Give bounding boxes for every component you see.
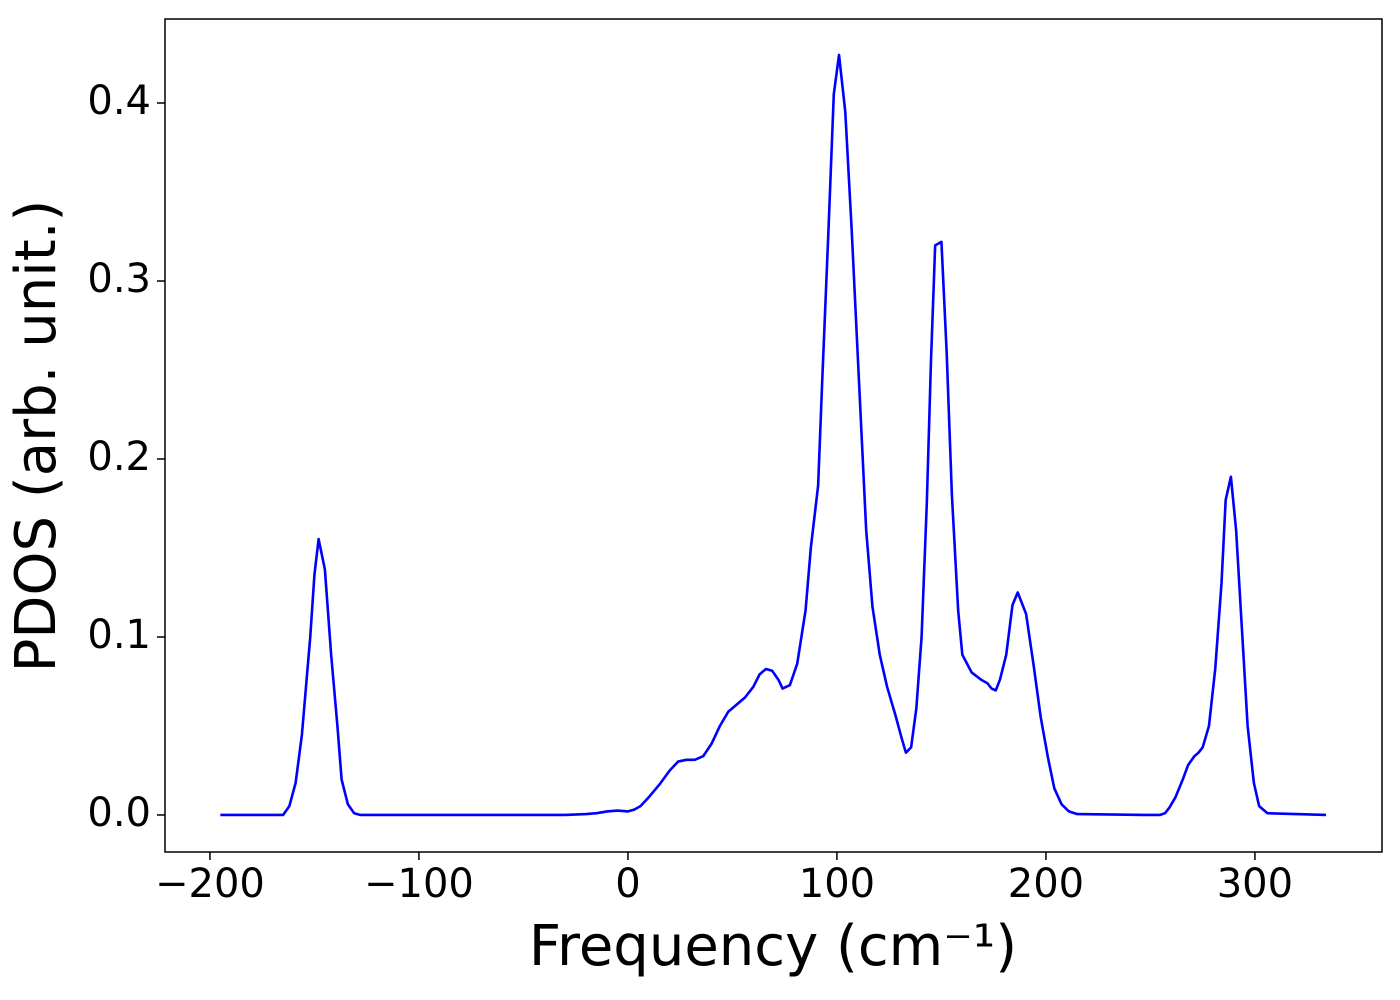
x-tick-label: 300 [1217, 861, 1293, 907]
y-tick-label: 0.0 [87, 790, 151, 836]
y-tick-label: 0.4 [87, 78, 151, 124]
y-tick-label: 0.1 [87, 612, 151, 658]
plot-frame [164, 18, 1383, 853]
y-axis-label: PDOS (arb. unit.) [4, 200, 69, 673]
x-tick-label: 100 [799, 861, 875, 907]
y-tick-label: 0.2 [87, 434, 151, 480]
x-axis-label: Frequency (cm⁻¹) [529, 914, 1017, 979]
x-tick-label: −100 [364, 861, 474, 907]
x-tick-label: 0 [615, 861, 640, 907]
data-line [220, 53, 1327, 817]
x-tick-label: 200 [1008, 861, 1084, 907]
y-tick-label: 0.3 [87, 256, 151, 302]
x-tick-label: −200 [155, 861, 265, 907]
